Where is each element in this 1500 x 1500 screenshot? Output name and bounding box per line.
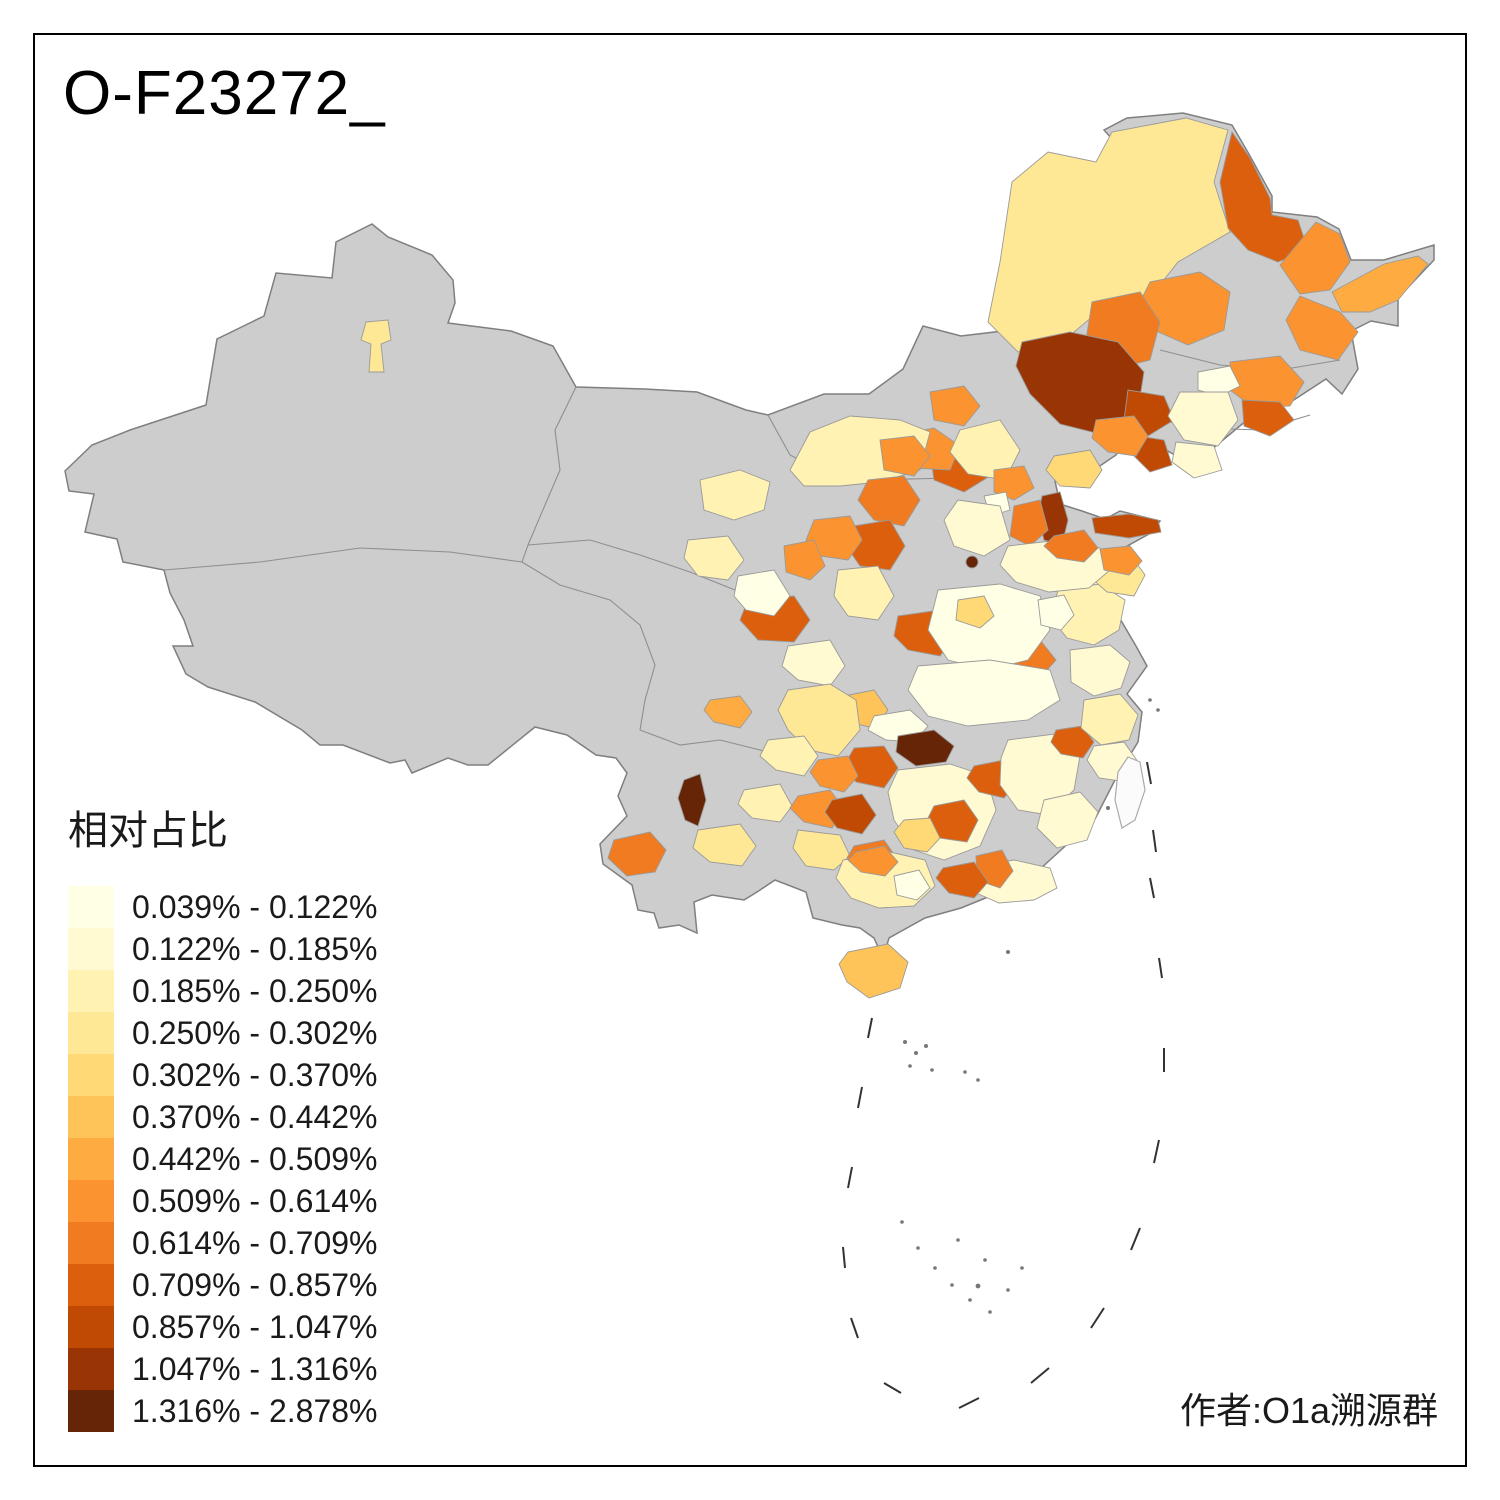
map-region bbox=[783, 539, 826, 581]
legend-swatch bbox=[68, 886, 114, 928]
legend-row: 0.709% - 0.857% bbox=[68, 1264, 378, 1306]
legend-swatch bbox=[68, 1264, 114, 1306]
map-region bbox=[895, 729, 955, 767]
map-region bbox=[929, 385, 981, 427]
map-region bbox=[1241, 399, 1295, 437]
map-region bbox=[893, 869, 931, 901]
map-region bbox=[935, 861, 989, 899]
legend-label: 0.614% - 0.709% bbox=[132, 1224, 378, 1261]
legend-row: 0.442% - 0.509% bbox=[68, 1138, 378, 1180]
legend: 相对占比 0.039% - 0.122% 0.122% - 0.185% 0.1… bbox=[68, 798, 378, 1432]
map-region bbox=[1167, 391, 1239, 447]
map-region bbox=[1091, 415, 1149, 457]
legend-swatch bbox=[68, 1180, 114, 1222]
map-region bbox=[907, 659, 1061, 727]
legend-label: 0.509% - 0.614% bbox=[132, 1182, 378, 1219]
legend-swatch bbox=[68, 1390, 114, 1432]
map-region bbox=[759, 735, 819, 777]
map-region bbox=[1279, 221, 1351, 295]
map-region bbox=[1009, 499, 1049, 547]
nine-dash-line bbox=[842, 761, 1165, 1409]
map-region bbox=[1091, 513, 1162, 539]
xinjiang-spot-region bbox=[360, 319, 392, 373]
map-region bbox=[1171, 441, 1223, 479]
map-region bbox=[733, 569, 791, 617]
map-region bbox=[1036, 791, 1099, 849]
map-region bbox=[1037, 594, 1075, 631]
choropleth-regions bbox=[360, 117, 1429, 999]
map-region bbox=[1197, 365, 1241, 397]
legend-label: 0.302% - 0.370% bbox=[132, 1056, 378, 1093]
legend-label: 0.185% - 0.250% bbox=[132, 972, 378, 1009]
map-region bbox=[1043, 529, 1099, 563]
map-region bbox=[683, 535, 745, 581]
map-region bbox=[1099, 545, 1143, 576]
attribution: 作者:O1a溯源群 bbox=[1179, 1390, 1438, 1431]
taiwan-outline bbox=[1114, 756, 1146, 829]
legend-label: 0.250% - 0.302% bbox=[132, 1014, 378, 1051]
island-dots bbox=[900, 698, 1160, 1314]
legend-row: 0.250% - 0.302% bbox=[68, 1012, 378, 1054]
legend-swatch bbox=[68, 1348, 114, 1390]
map-region bbox=[993, 465, 1035, 501]
map-region bbox=[943, 499, 1011, 557]
map-region bbox=[703, 695, 753, 729]
map-region bbox=[809, 755, 859, 793]
legend-swatch bbox=[68, 1306, 114, 1348]
map-region bbox=[805, 515, 863, 561]
map-region bbox=[833, 565, 895, 621]
legend-row: 0.039% - 0.122% bbox=[68, 886, 378, 928]
map-region bbox=[987, 117, 1231, 353]
map-region bbox=[699, 469, 771, 521]
legend-swatch bbox=[68, 1096, 114, 1138]
map-region bbox=[1285, 295, 1359, 361]
legend-row: 0.614% - 0.709% bbox=[68, 1222, 378, 1264]
map-region bbox=[847, 845, 899, 877]
legend-label: 0.709% - 0.857% bbox=[132, 1266, 378, 1303]
hainan-region bbox=[838, 943, 909, 999]
map-region bbox=[737, 783, 793, 823]
legend-row: 0.509% - 0.614% bbox=[68, 1180, 378, 1222]
map-region bbox=[893, 817, 941, 853]
legend-label: 1.047% - 1.316% bbox=[132, 1350, 378, 1387]
legend-row: 0.122% - 0.185% bbox=[68, 928, 378, 970]
legend-swatch bbox=[68, 928, 114, 970]
legend-label: 0.039% - 0.122% bbox=[132, 888, 378, 925]
map-region bbox=[857, 475, 921, 527]
map-region bbox=[1045, 449, 1103, 489]
page-title: O-F23272_ bbox=[63, 59, 386, 128]
legend-swatch bbox=[68, 1138, 114, 1180]
map-region bbox=[677, 773, 707, 827]
legend-label: 0.442% - 0.509% bbox=[132, 1140, 378, 1177]
legend-row: 0.857% - 1.047% bbox=[68, 1306, 378, 1348]
map-region bbox=[879, 435, 931, 477]
legend-swatch bbox=[68, 1222, 114, 1264]
map-region bbox=[1331, 255, 1429, 313]
legend-label: 0.370% - 0.442% bbox=[132, 1098, 378, 1135]
map-region bbox=[1069, 644, 1131, 697]
map-region bbox=[792, 829, 851, 871]
legend-label: 1.316% - 2.878% bbox=[132, 1392, 378, 1429]
legend-swatch bbox=[68, 1054, 114, 1096]
legend-row: 0.302% - 0.370% bbox=[68, 1054, 378, 1096]
legend-label: 0.857% - 1.047% bbox=[132, 1308, 378, 1345]
map-region bbox=[692, 823, 757, 867]
legend-row: 0.370% - 0.442% bbox=[68, 1096, 378, 1138]
legend-swatch bbox=[68, 1012, 114, 1054]
map-region bbox=[1080, 693, 1139, 746]
legend-row: 1.047% - 1.316% bbox=[68, 1348, 378, 1390]
map-region bbox=[965, 555, 979, 569]
map-region bbox=[607, 831, 667, 877]
map-region bbox=[824, 793, 877, 835]
legend-label: 0.122% - 0.185% bbox=[132, 930, 378, 967]
legend-row: 0.185% - 0.250% bbox=[68, 970, 378, 1012]
legend-swatch bbox=[68, 970, 114, 1012]
legend-row: 1.316% - 2.878% bbox=[68, 1390, 378, 1432]
map-region bbox=[955, 595, 995, 629]
legend-title: 相对占比 bbox=[68, 809, 228, 853]
